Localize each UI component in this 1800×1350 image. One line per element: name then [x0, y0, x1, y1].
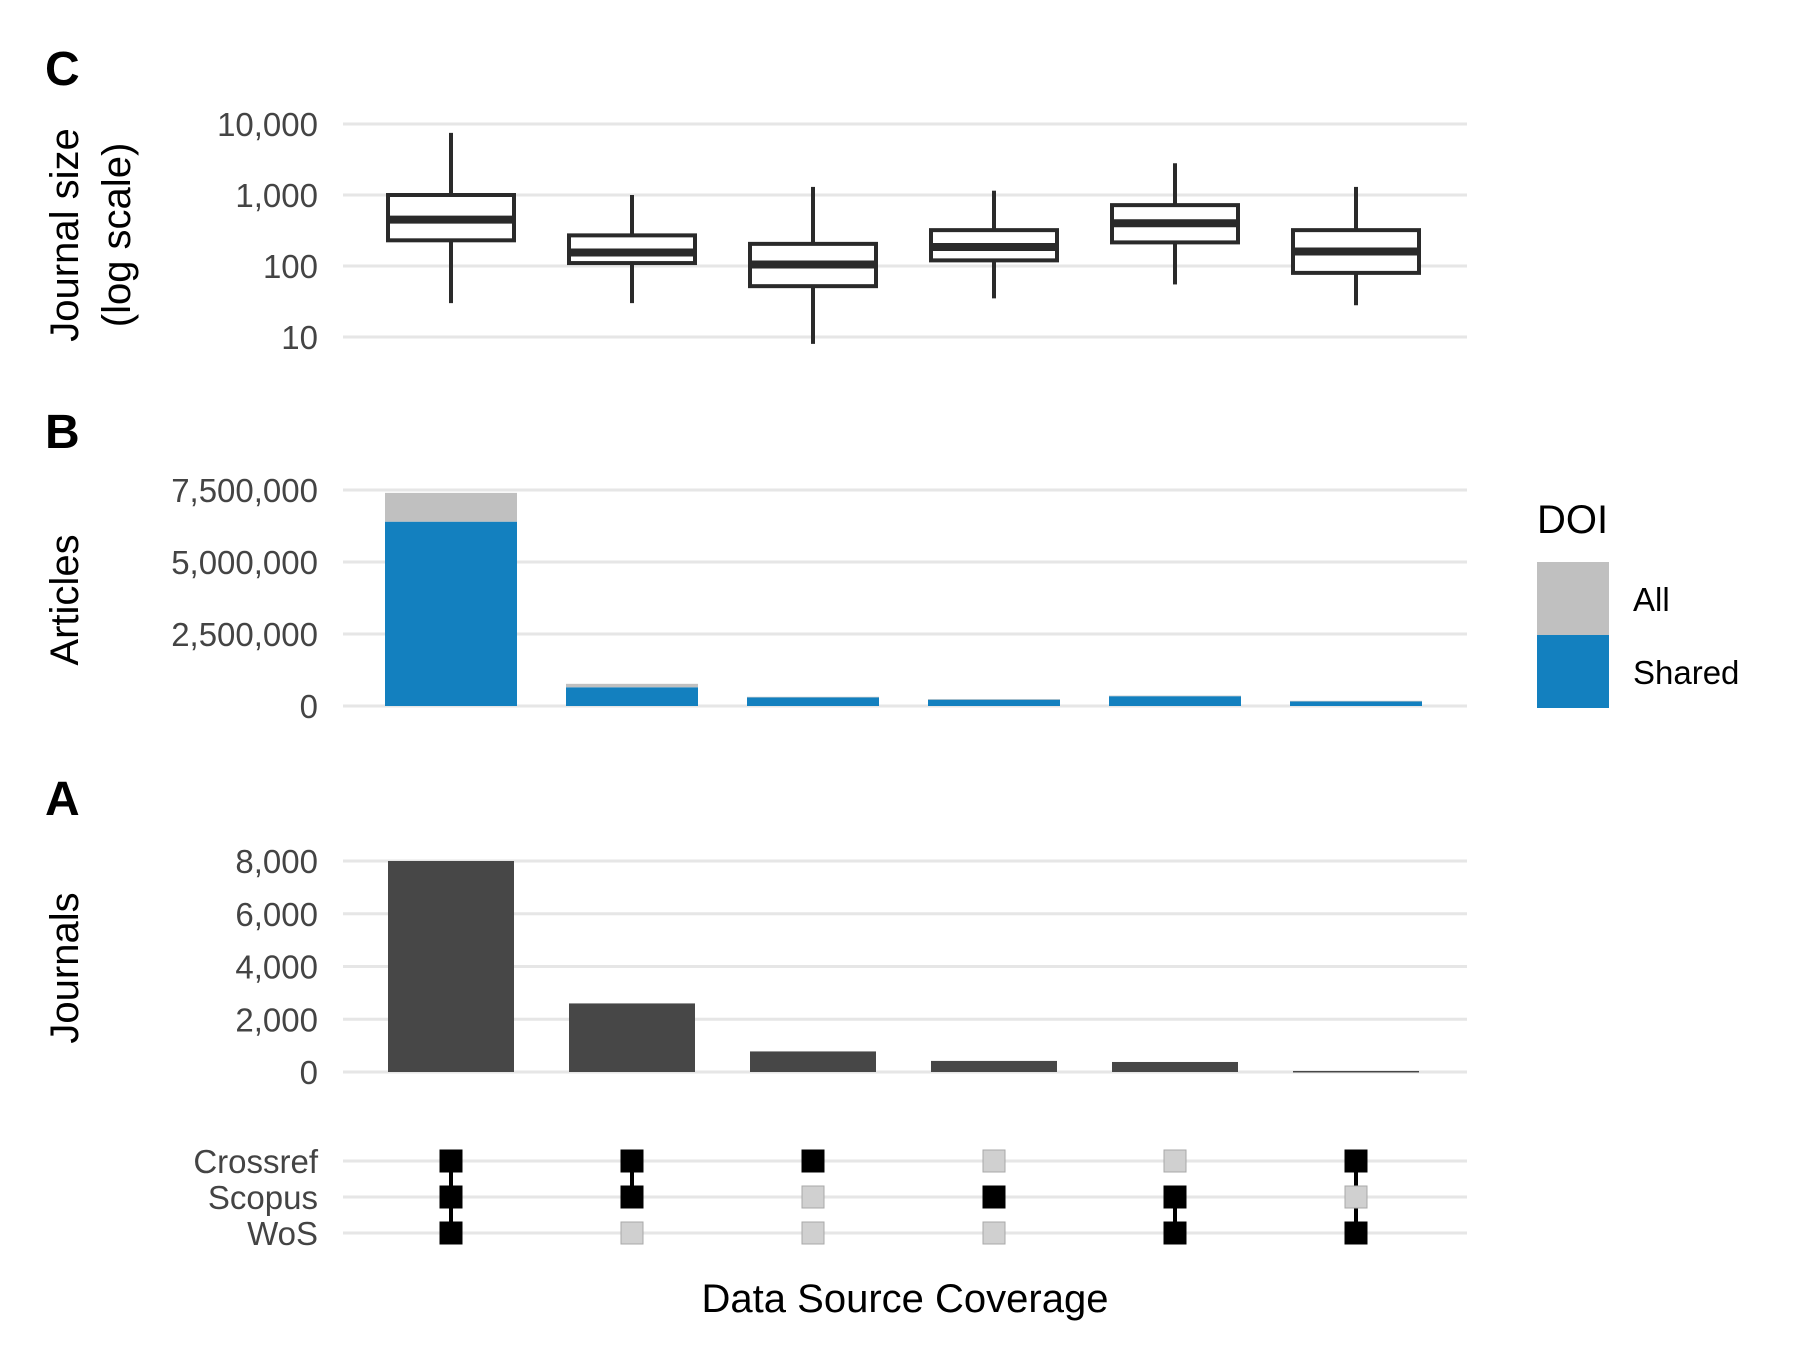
- matrix-column-1: [439, 1149, 463, 1245]
- set-label-wos: WoS: [247, 1215, 318, 1252]
- matrix-dot-filled: [982, 1185, 1006, 1209]
- bar-all-2: [566, 683, 698, 688]
- bar-shared-4: [928, 699, 1060, 706]
- y-tick-label: 2,000: [235, 1001, 318, 1038]
- matrix-dot-empty: [801, 1185, 825, 1209]
- set-label-scopus: Scopus: [208, 1179, 318, 1216]
- panel-a-gridlines: [343, 859, 1467, 1074]
- y-tick-label: 100: [263, 248, 318, 285]
- y-tick-label: 7,500,000: [171, 472, 318, 509]
- matrix-dot-empty: [1163, 1149, 1187, 1173]
- matrix-dot-filled: [1344, 1149, 1368, 1173]
- legend: DOI All Shared: [1537, 498, 1739, 708]
- matrix-dot-empty: [801, 1221, 825, 1245]
- matrix-dot-empty: [620, 1221, 644, 1245]
- panel-a-bars: [388, 861, 1419, 1073]
- boxplot-5: [1110, 163, 1240, 285]
- bar-journals-4: [931, 1060, 1057, 1072]
- matrix-dot-filled: [1163, 1221, 1187, 1245]
- legend-label-shared: Shared: [1633, 654, 1739, 691]
- set-label-crossref: Crossref: [193, 1143, 319, 1180]
- boxplot-4: [929, 190, 1059, 299]
- panel-c-ylabel: Journal size: [43, 128, 87, 341]
- matrix-column-6: [1344, 1149, 1368, 1245]
- matrix-dots: [439, 1149, 1368, 1245]
- panel-c: C Journal size (log scale) 10 100 1,000 10,…: [43, 43, 1467, 356]
- bar-all-3: [747, 696, 879, 698]
- panel-c-tick-labels: 10 100 1,000 10,000: [217, 106, 318, 356]
- matrix-dot-filled: [1344, 1221, 1368, 1245]
- matrix-column-5: [1163, 1149, 1187, 1245]
- bar-journals-1: [388, 861, 514, 1072]
- y-tick-label: 10: [281, 319, 318, 356]
- panel-b-tick-labels: 0 2,500,000 5,000,000 7,500,000: [171, 472, 318, 725]
- panel-letter-b: B: [45, 406, 80, 459]
- bar-all-4: [928, 699, 1060, 700]
- y-tick-label: 4,000: [235, 949, 318, 986]
- legend-title: DOI: [1537, 498, 1608, 542]
- y-tick-label: 1,000: [235, 177, 318, 214]
- panel-c-ylabel-line2: (log scale): [95, 143, 139, 328]
- panel-letter-a: A: [45, 773, 80, 826]
- y-tick-label: 8,000: [235, 843, 318, 880]
- y-tick-label: 2,500,000: [171, 616, 318, 653]
- matrix-dot-filled: [1163, 1185, 1187, 1209]
- y-tick-label: 10,000: [217, 106, 318, 143]
- matrix-column-3: [801, 1149, 825, 1245]
- y-tick-label: 0: [300, 688, 318, 725]
- bar-journals-6: [1293, 1070, 1419, 1073]
- bar-journals-5: [1112, 1061, 1238, 1072]
- matrix-dot-empty: [982, 1221, 1006, 1245]
- legend-key-all: [1537, 562, 1609, 635]
- matrix-dot-empty: [982, 1149, 1006, 1173]
- boxplot-3: [748, 186, 878, 344]
- bar-shared-3: [747, 697, 879, 706]
- panel-b-gridlines: [343, 488, 1467, 708]
- bar-journals-3: [750, 1051, 876, 1072]
- bar-all-5: [1109, 695, 1241, 697]
- matrix-dot-empty: [1344, 1185, 1368, 1209]
- bar-journals-2: [569, 1003, 695, 1072]
- boxplot-6: [1291, 186, 1421, 306]
- matrix-dot-filled: [439, 1185, 463, 1209]
- legend-key-shared: [1537, 635, 1609, 708]
- panel-a-ylabel: Journals: [43, 892, 87, 1043]
- bar-shared-6: [1290, 701, 1422, 706]
- panel-a: A Journals 0 2,000 4,000 6,000 8,000: [43, 773, 1467, 1091]
- panel-b-ylabel: Articles: [43, 534, 87, 665]
- matrix-column-2: [620, 1149, 644, 1245]
- boxplot-2: [567, 195, 697, 304]
- legend-label-all: All: [1633, 581, 1670, 618]
- y-tick-label: 5,000,000: [171, 544, 318, 581]
- panel-c-boxes: [386, 132, 1421, 344]
- matrix-column-4: [982, 1149, 1006, 1245]
- panel-a-tick-labels: 0 2,000 4,000 6,000 8,000: [235, 843, 318, 1091]
- panel-c-gridlines: [343, 122, 1467, 339]
- matrix-dot-filled: [439, 1221, 463, 1245]
- panel-letter-c: C: [45, 43, 80, 96]
- matrix-gridlines: [343, 1159, 1467, 1235]
- bar-shared-2: [566, 687, 698, 706]
- y-tick-label: 0: [300, 1054, 318, 1091]
- matrix-dot-filled: [801, 1149, 825, 1173]
- y-tick-label: 6,000: [235, 896, 318, 933]
- bar-shared-5: [1109, 696, 1241, 706]
- x-axis-title: Data Source Coverage: [702, 1277, 1109, 1321]
- panel-b-bars: [385, 492, 1422, 706]
- boxplot-1: [386, 132, 516, 304]
- panel-b: B Articles 0 2,500,000 5,000,000 7,500,000: [43, 406, 1467, 725]
- matrix-dot-filled: [439, 1149, 463, 1173]
- matrix-dot-filled: [620, 1185, 644, 1209]
- bar-all-6: [1290, 700, 1422, 702]
- bar-all-1: [385, 492, 517, 522]
- matrix-dot-filled: [620, 1149, 644, 1173]
- bar-shared-1: [385, 521, 517, 706]
